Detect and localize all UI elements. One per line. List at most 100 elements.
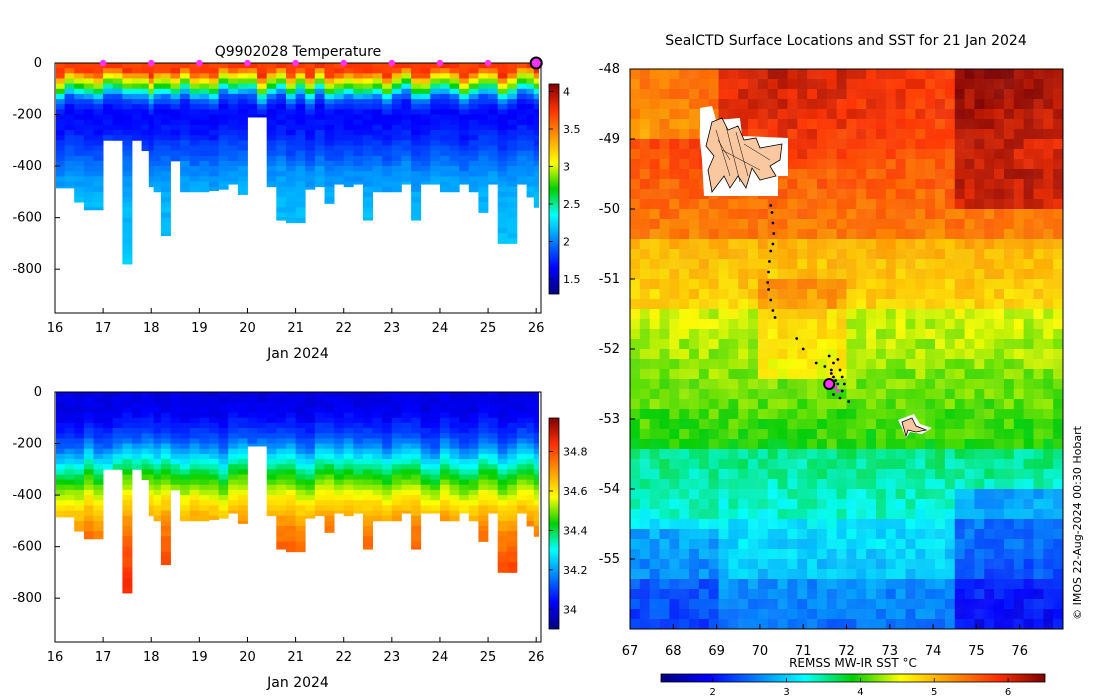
profile-cell	[209, 474, 219, 481]
colorbar-tick-label: 34	[563, 603, 577, 616]
profile-cell	[372, 505, 383, 511]
profile-cell	[286, 402, 296, 408]
profile-cell	[153, 186, 162, 193]
profile-cell	[189, 83, 200, 90]
profile-cell	[160, 73, 171, 79]
profile-cell	[363, 412, 373, 419]
profile-cell	[286, 135, 296, 141]
profile-cell	[305, 422, 316, 429]
profile-cell	[353, 412, 364, 419]
profile-cell	[148, 135, 154, 141]
profile-cell	[343, 464, 354, 470]
profile-cell	[314, 448, 325, 455]
profile-cell	[401, 459, 412, 465]
profile-cell	[478, 207, 489, 213]
profile-cell	[266, 402, 277, 408]
profile-cell	[295, 484, 306, 491]
profile-cell	[276, 88, 287, 95]
profile-cell	[411, 428, 422, 434]
profile-cell	[286, 397, 296, 403]
profile-cell	[74, 119, 85, 126]
profile-cell	[343, 479, 354, 486]
profile-cell	[93, 453, 104, 460]
profile-cell	[526, 469, 535, 475]
profile-cell	[257, 397, 268, 403]
profile-cell	[74, 140, 85, 146]
profile-cell	[180, 474, 191, 481]
profile-cell	[497, 562, 508, 568]
profile-cell	[103, 433, 114, 439]
profile-cell	[488, 114, 499, 121]
profile-cell	[237, 130, 248, 136]
profile-cell	[526, 453, 535, 460]
profile-column	[324, 392, 335, 533]
profile-cell	[153, 515, 162, 522]
profile-column	[56, 63, 66, 189]
profile-cell	[199, 119, 210, 126]
profile-cell	[420, 73, 431, 79]
profile-cell	[112, 104, 123, 110]
profile-cell	[420, 469, 431, 475]
profile-cell	[468, 78, 479, 85]
profile-cell	[516, 119, 527, 126]
profile-cell	[305, 99, 316, 105]
profile-cell	[286, 78, 296, 85]
profile-cell	[266, 160, 277, 167]
profile-cell	[103, 88, 114, 95]
profile-cell	[160, 448, 171, 455]
profile-cell	[228, 510, 239, 514]
profile-cell	[170, 459, 181, 465]
profile-cell	[74, 433, 85, 439]
profile-cell	[257, 428, 268, 434]
profile-cell	[199, 114, 210, 121]
profile-cell	[324, 510, 335, 517]
profile-cell	[488, 428, 499, 434]
profile-cell	[382, 433, 393, 439]
profile-cell	[83, 510, 94, 517]
profile-cell	[401, 505, 412, 511]
profile-cell	[74, 459, 85, 465]
profile-cell	[343, 433, 354, 439]
profile-cell	[382, 68, 393, 74]
profile-cell	[180, 443, 191, 450]
profile-cell	[353, 448, 364, 455]
profile-cell	[295, 88, 306, 95]
profile-column	[295, 63, 306, 224]
profile-cell	[420, 479, 431, 486]
profile-cell	[420, 145, 431, 152]
profile-cell	[295, 160, 306, 167]
profile-cell	[170, 135, 181, 141]
profile-cell	[324, 438, 335, 444]
profile-cell	[286, 438, 296, 444]
profile-cell	[334, 422, 345, 429]
profile-cell	[334, 443, 345, 450]
profile-cell	[324, 443, 335, 450]
profile-cell	[507, 474, 518, 481]
profile-cell	[324, 155, 335, 162]
profile-cell	[74, 166, 85, 172]
profile-cell	[295, 546, 306, 553]
profile-cell	[180, 433, 191, 439]
profile-cell	[153, 150, 162, 157]
profile-cell	[449, 484, 460, 491]
profile-cell	[401, 510, 412, 514]
profile-cell	[353, 484, 364, 491]
profile-cell	[497, 63, 508, 69]
profile-cell	[218, 186, 229, 190]
profile-cell	[237, 453, 248, 460]
profile-cell	[237, 166, 248, 172]
profile-cell	[295, 489, 306, 496]
profile-cell	[122, 243, 133, 249]
profile-cell	[122, 99, 133, 105]
profile-cell	[209, 176, 219, 182]
profile-cell	[266, 489, 277, 496]
profile-cell	[218, 422, 229, 429]
profile-cell	[199, 417, 210, 424]
profile-cell	[218, 73, 229, 79]
profile-cell	[83, 428, 94, 434]
profile-cell	[93, 489, 104, 496]
profile-cell	[209, 422, 219, 429]
profile-cell	[449, 422, 460, 429]
profile-cell	[324, 422, 335, 429]
profile-cell	[56, 402, 66, 408]
